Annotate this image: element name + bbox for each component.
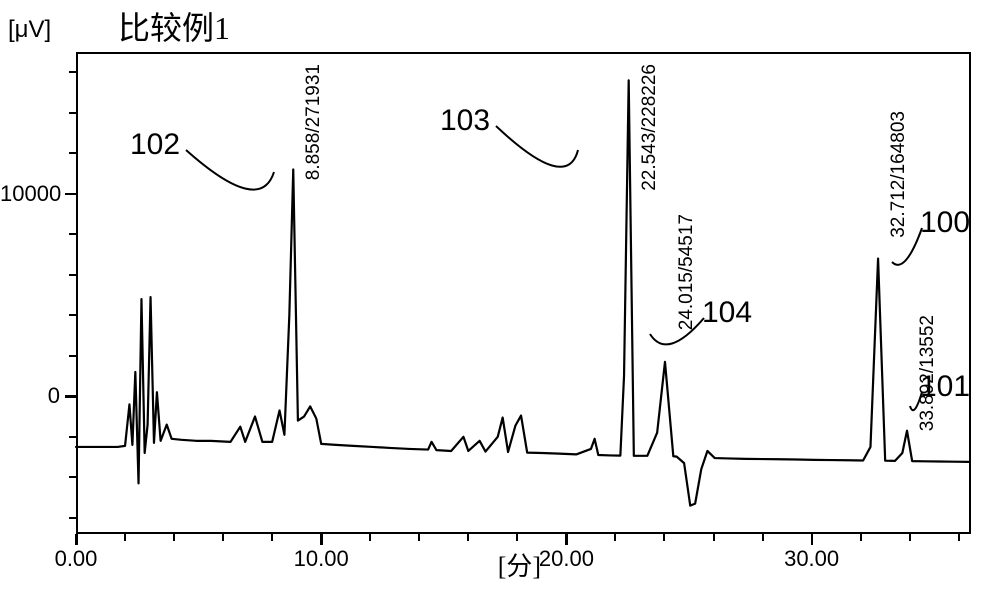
y-tick-label: 0 (0, 383, 60, 409)
x-tick-minor (369, 534, 371, 541)
y-tick-minor (69, 152, 76, 154)
y-tick-minor (69, 476, 76, 478)
y-tick-major (65, 395, 76, 398)
y-axis-unit-label: [μV] (8, 16, 51, 44)
x-tick-minor (124, 534, 126, 541)
peak-label: 8.858/271931 (303, 64, 325, 180)
x-tick-major (565, 534, 568, 545)
chromatogram-polyline (76, 80, 969, 505)
chart-title: 比较例1 (118, 3, 230, 49)
x-tick-minor (516, 534, 518, 541)
x-tick-minor (614, 534, 616, 541)
x-tick-label: 0.00 (55, 546, 98, 572)
annotation-label-100: 100 (920, 206, 970, 240)
peak-label: 32.712/164803 (888, 111, 910, 238)
x-tick-major (75, 534, 78, 545)
figure-stage: [μV] 比较例1 保持时间 面积 [分] 0.0010.0020.0030.0… (0, 0, 1000, 590)
y-tick-minor (69, 436, 76, 438)
y-tick-minor (69, 314, 76, 316)
x-tick-minor (860, 534, 862, 541)
x-tick-minor (909, 534, 911, 541)
x-tick-minor (762, 534, 764, 541)
x-tick-major (320, 534, 323, 545)
x-tick-label: 20.00 (539, 546, 594, 572)
y-tick-minor (69, 517, 76, 519)
x-tick-minor (271, 534, 273, 541)
x-tick-minor (222, 534, 224, 541)
annotation-label-104: 104 (702, 296, 752, 330)
annotation-label-103: 103 (440, 104, 490, 138)
y-tick-minor (69, 274, 76, 276)
x-tick-minor (418, 534, 420, 541)
x-axis-label: [分] (498, 546, 541, 583)
x-tick-label: 30.00 (784, 546, 839, 572)
y-tick-minor (69, 112, 76, 114)
y-tick-label: 10000 (0, 181, 60, 207)
y-tick-minor (69, 355, 76, 357)
peak-label: 24.015/54517 (676, 214, 698, 330)
x-tick-minor (713, 534, 715, 541)
chromatogram-line (76, 52, 971, 534)
annotation-label-102: 102 (130, 128, 180, 162)
y-tick-major (65, 193, 76, 196)
y-tick-minor (69, 71, 76, 73)
x-tick-minor (958, 534, 960, 541)
annotation-label-101: 101 (920, 370, 970, 404)
x-tick-minor (663, 534, 665, 541)
peak-label: 22.543/228226 (639, 64, 661, 191)
x-tick-minor (173, 534, 175, 541)
x-tick-label: 10.00 (294, 546, 349, 572)
x-tick-minor (467, 534, 469, 541)
x-tick-major (811, 534, 814, 545)
y-tick-minor (69, 233, 76, 235)
